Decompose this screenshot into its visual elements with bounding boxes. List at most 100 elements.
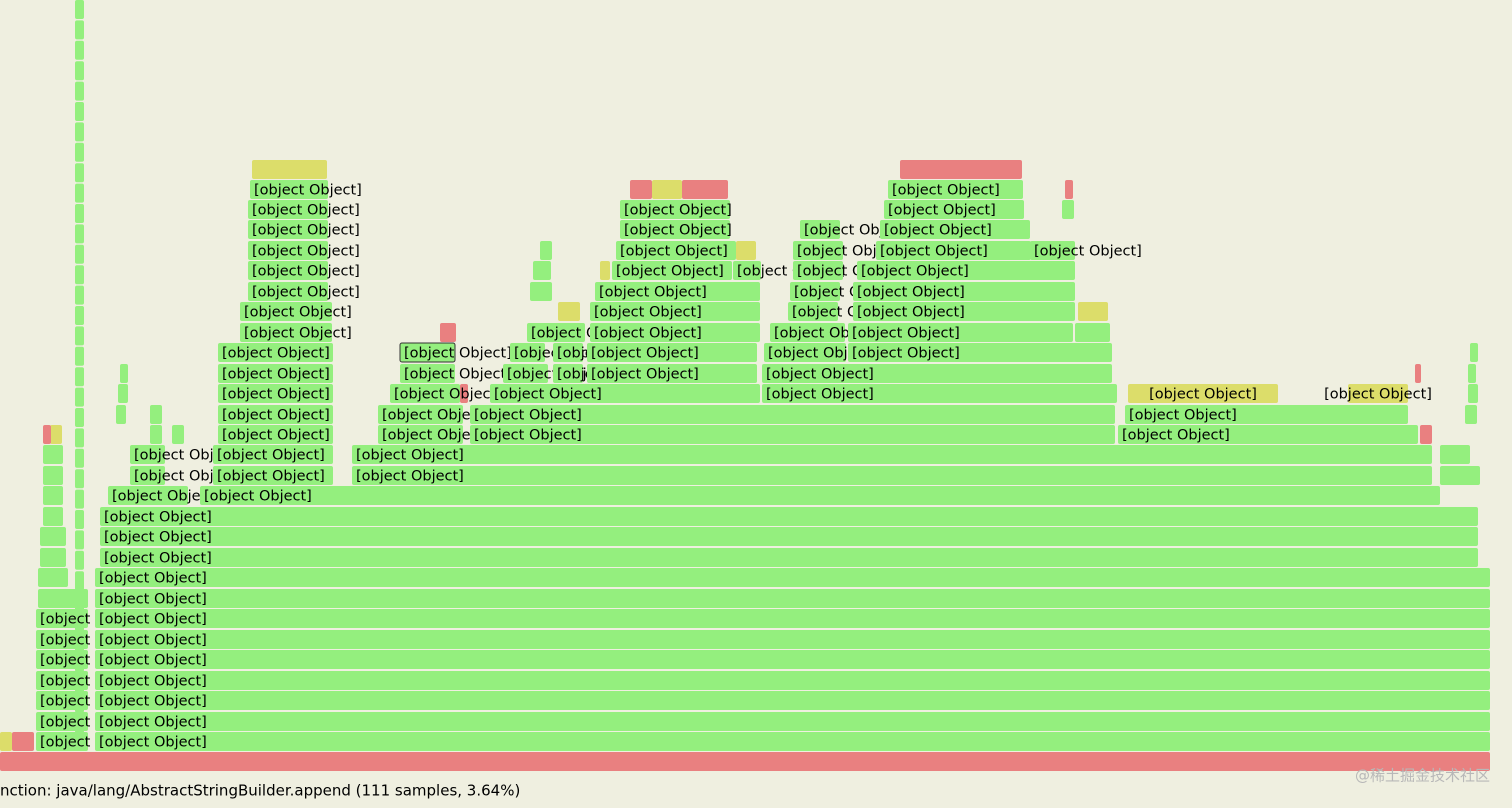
frame[interactable] <box>788 302 838 321</box>
frame[interactable] <box>378 405 463 424</box>
frame[interactable] <box>1030 241 1075 260</box>
frame[interactable] <box>884 200 1024 219</box>
frame[interactable] <box>390 384 460 403</box>
frame[interactable] <box>95 568 1490 587</box>
frame[interactable] <box>218 384 333 403</box>
frame[interactable] <box>1128 384 1278 403</box>
frame <box>75 244 84 264</box>
frame <box>1415 364 1421 383</box>
frame[interactable] <box>888 180 1023 199</box>
frame[interactable] <box>620 220 730 239</box>
frame[interactable] <box>793 261 843 280</box>
frame[interactable] <box>620 200 730 219</box>
frame[interactable] <box>1125 405 1408 424</box>
frame[interactable] <box>595 282 760 301</box>
frame-label: [object Object] <box>222 428 330 444</box>
frame[interactable] <box>400 364 455 383</box>
frame-label: [object Object] <box>594 305 702 321</box>
frame[interactable] <box>590 323 760 342</box>
frame-label: [object Object] <box>204 489 312 505</box>
frame[interactable] <box>213 445 333 464</box>
frame[interactable] <box>793 241 843 260</box>
frame[interactable] <box>218 425 333 444</box>
frame[interactable] <box>95 671 1490 690</box>
frame[interactable] <box>95 630 1490 649</box>
frame <box>1468 364 1476 383</box>
frame[interactable] <box>36 650 88 669</box>
frame-label: [object Object] <box>99 592 207 608</box>
frame-label: [object Object] <box>624 203 732 219</box>
frame[interactable] <box>36 691 88 710</box>
frame-label: [object Object] <box>892 183 1000 199</box>
frame[interactable] <box>95 732 1490 751</box>
frame[interactable] <box>100 527 1478 546</box>
frame[interactable] <box>490 384 760 403</box>
frame[interactable] <box>352 466 1432 485</box>
frame[interactable] <box>352 445 1432 464</box>
frame[interactable] <box>100 507 1478 526</box>
frame[interactable] <box>587 364 757 383</box>
frame[interactable] <box>880 220 1030 239</box>
frame[interactable] <box>848 343 1110 362</box>
frame <box>75 550 84 570</box>
frame[interactable] <box>36 732 88 751</box>
frame[interactable] <box>248 282 328 301</box>
frame[interactable] <box>95 650 1490 669</box>
frame[interactable] <box>240 302 332 321</box>
frame[interactable] <box>770 323 845 342</box>
frame[interactable] <box>764 343 846 362</box>
frame[interactable] <box>853 282 1075 301</box>
frame[interactable] <box>590 302 760 321</box>
frame[interactable] <box>378 425 463 444</box>
frame[interactable] <box>95 691 1490 710</box>
frame <box>75 346 84 366</box>
frame[interactable] <box>240 323 332 342</box>
frame[interactable] <box>587 343 757 362</box>
frame[interactable] <box>853 302 1075 321</box>
frame[interactable] <box>510 343 545 362</box>
frame[interactable] <box>36 671 88 690</box>
frame[interactable] <box>248 220 328 239</box>
frame[interactable] <box>470 405 1115 424</box>
frame[interactable] <box>95 712 1490 731</box>
frame[interactable] <box>1118 425 1418 444</box>
frame[interactable] <box>95 609 1490 628</box>
frame[interactable] <box>876 241 1031 260</box>
frame[interactable] <box>1348 384 1408 403</box>
frame[interactable] <box>857 261 1075 280</box>
frame[interactable] <box>553 343 583 362</box>
frame-label: [object Object] <box>394 387 502 403</box>
frame <box>252 160 327 179</box>
frame[interactable] <box>250 180 328 199</box>
frame[interactable] <box>218 343 333 362</box>
frame[interactable] <box>762 384 1117 403</box>
frame[interactable] <box>36 630 88 649</box>
frame[interactable] <box>36 712 88 731</box>
frame[interactable] <box>733 261 761 280</box>
frame[interactable] <box>248 200 328 219</box>
frame[interactable] <box>527 323 585 342</box>
frame[interactable] <box>762 364 1112 383</box>
frame[interactable] <box>213 466 333 485</box>
frame[interactable] <box>95 589 1490 608</box>
frame[interactable] <box>800 220 840 239</box>
frame[interactable] <box>218 364 333 383</box>
frame[interactable] <box>108 486 188 505</box>
frame[interactable] <box>616 241 736 260</box>
frame[interactable] <box>248 261 328 280</box>
frame[interactable] <box>503 364 548 383</box>
frame[interactable] <box>612 261 732 280</box>
frame[interactable] <box>130 466 165 485</box>
frame[interactable] <box>130 445 165 464</box>
frame[interactable] <box>848 323 1073 342</box>
frame[interactable] <box>36 609 88 628</box>
frame[interactable] <box>200 486 1440 505</box>
frame[interactable] <box>470 425 1115 444</box>
frame[interactable] <box>100 548 1478 567</box>
frame[interactable] <box>790 282 840 301</box>
frame-label: [object Object] <box>494 387 602 403</box>
frame[interactable] <box>399 342 456 363</box>
frame[interactable] <box>553 364 583 383</box>
frame[interactable] <box>248 241 328 260</box>
frame[interactable] <box>218 405 333 424</box>
